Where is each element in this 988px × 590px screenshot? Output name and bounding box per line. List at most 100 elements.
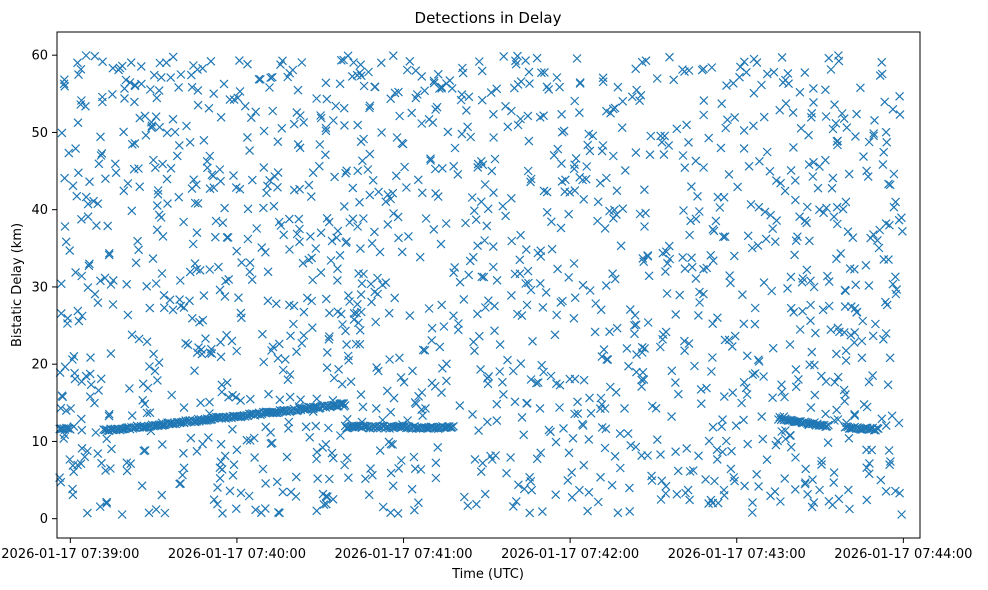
data-point <box>236 396 246 406</box>
data-point <box>759 112 769 122</box>
data-point <box>536 246 546 256</box>
data-point <box>780 392 789 402</box>
data-point <box>833 140 842 150</box>
data-point <box>888 279 898 289</box>
data-point <box>507 236 517 246</box>
data-point <box>565 374 575 384</box>
data-point <box>639 185 649 195</box>
data-point <box>376 58 386 68</box>
data-point <box>712 445 722 455</box>
data-point <box>725 271 735 281</box>
data-point <box>81 192 91 202</box>
data-point <box>56 477 66 487</box>
data-point <box>775 412 785 422</box>
data-point <box>273 182 282 192</box>
data-point <box>341 326 350 336</box>
data-point <box>297 58 307 67</box>
data-point <box>660 267 670 277</box>
data-point <box>486 88 496 98</box>
data-point <box>269 201 279 211</box>
data-point <box>629 320 639 330</box>
data-point <box>172 151 182 161</box>
data-point <box>149 349 159 359</box>
data-point <box>190 259 200 269</box>
data-point <box>661 481 671 491</box>
data-point <box>261 478 271 488</box>
data-point <box>549 150 559 160</box>
data-point <box>108 300 118 309</box>
data-point <box>120 93 129 103</box>
data-point <box>546 371 556 381</box>
data-point <box>357 156 367 166</box>
data-point <box>583 140 593 150</box>
data-point <box>386 468 396 478</box>
data-point <box>572 54 582 63</box>
data-point <box>225 95 235 105</box>
data-point <box>708 319 718 329</box>
data-point <box>596 472 605 482</box>
data-point <box>696 399 706 409</box>
data-point <box>707 63 717 72</box>
data-point <box>523 111 533 121</box>
data-point <box>524 67 534 77</box>
data-point <box>810 390 820 400</box>
data-point <box>59 434 69 444</box>
data-point <box>289 301 299 311</box>
data-point <box>429 78 439 88</box>
data-point <box>365 149 375 159</box>
data-point <box>457 63 467 73</box>
data-point <box>427 335 437 345</box>
data-point <box>584 434 594 444</box>
data-point <box>567 492 577 502</box>
data-point <box>363 165 373 174</box>
data-point <box>577 419 587 429</box>
data-point <box>335 79 345 89</box>
data-point <box>798 306 807 316</box>
data-point <box>383 219 393 229</box>
data-point <box>804 419 814 429</box>
data-point <box>402 65 412 75</box>
data-point <box>127 411 137 421</box>
data-point <box>631 148 641 158</box>
data-point <box>845 504 854 514</box>
data-point <box>339 55 349 65</box>
data-point <box>526 174 536 184</box>
data-point <box>324 334 334 344</box>
data-point <box>441 219 451 228</box>
data-point <box>152 225 162 235</box>
data-point <box>126 58 136 68</box>
data-point <box>316 113 326 123</box>
data-point <box>843 227 853 237</box>
data-point <box>267 346 276 355</box>
data-point <box>821 377 831 386</box>
data-point <box>626 440 636 450</box>
data-point <box>340 401 350 410</box>
data-point <box>450 143 460 153</box>
data-point <box>343 473 353 483</box>
data-point <box>245 146 255 156</box>
data-point <box>492 416 502 426</box>
data-point <box>166 73 176 83</box>
data-point <box>826 325 836 335</box>
data-point <box>737 398 747 408</box>
data-point <box>275 395 285 405</box>
data-point <box>802 202 812 212</box>
data-point <box>71 267 81 277</box>
data-point <box>815 420 825 430</box>
data-point <box>145 85 155 94</box>
data-point <box>356 390 366 400</box>
data-point <box>806 112 816 122</box>
data-point <box>65 246 75 256</box>
data-point <box>81 51 91 60</box>
data-point <box>134 334 144 344</box>
data-point <box>370 287 380 297</box>
data-point <box>834 327 844 337</box>
y-axis-ticks: 0 10 20 30 40 50 60 <box>31 49 57 527</box>
data-point <box>891 197 901 207</box>
data-point <box>385 355 395 364</box>
data-point <box>820 85 830 95</box>
data-point <box>427 323 437 333</box>
data-point <box>296 395 306 405</box>
data-point <box>193 85 203 95</box>
data-point <box>400 162 410 172</box>
